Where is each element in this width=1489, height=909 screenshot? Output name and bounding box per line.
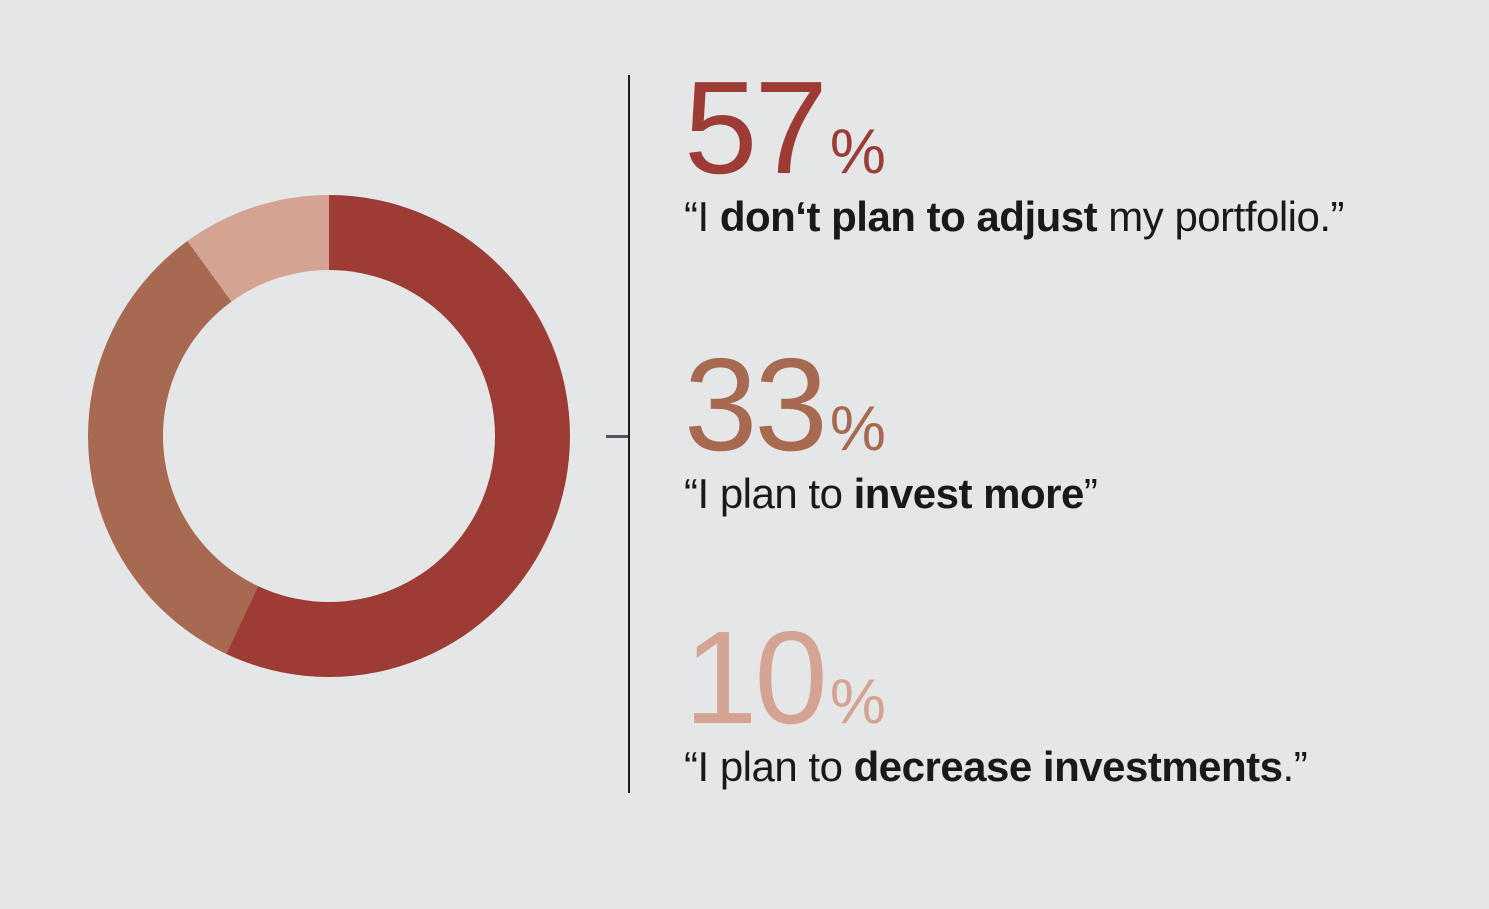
divider-tick — [606, 435, 628, 438]
divider-line — [628, 75, 630, 793]
quote-prefix: “I plan to — [684, 743, 854, 790]
quote-prefix: “I plan to — [684, 470, 854, 517]
quote-prefix: “I — [684, 193, 720, 240]
quote-suffix: my portfolio.” — [1097, 193, 1345, 240]
legend-item-decrease: 10% “I plan to decrease investments.” — [684, 612, 1308, 792]
quote-text: “I don‘t plan to adjust my portfolio.” — [684, 192, 1345, 242]
quote-text: “I plan to decrease investments.” — [684, 742, 1308, 792]
quote-bold: invest more — [853, 470, 1085, 517]
percent-sign: % — [829, 117, 886, 187]
percent-number: 33 — [684, 331, 828, 478]
quote-bold: don‘t plan to adjust — [719, 193, 1098, 240]
legend-item-no-adjust: 57% “I don‘t plan to adjust my portfolio… — [684, 62, 1345, 242]
percent-number: 57 — [684, 54, 828, 201]
donut-hole — [163, 270, 495, 602]
percent-value-57: 57% — [684, 62, 1344, 194]
quote-suffix: ” — [1083, 470, 1098, 517]
percent-value-33: 33% — [684, 339, 1097, 471]
percent-number: 10 — [684, 604, 828, 751]
quote-bold: decrease investments — [853, 743, 1283, 790]
quote-suffix: .” — [1282, 743, 1308, 790]
percent-value-10: 10% — [684, 612, 1307, 744]
percent-sign: % — [829, 394, 886, 464]
quote-text: “I plan to invest more” — [684, 469, 1098, 519]
legend-item-invest-more: 33% “I plan to invest more” — [684, 339, 1098, 519]
donut-chart — [88, 195, 570, 677]
percent-sign: % — [829, 667, 886, 737]
